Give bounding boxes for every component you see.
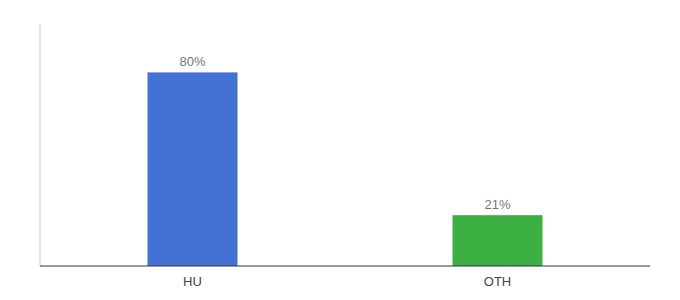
bar xyxy=(148,72,238,266)
chart-container: HU OTH 80% 21% xyxy=(0,0,680,300)
bar xyxy=(453,215,543,266)
x-tick-label: HU xyxy=(183,274,202,289)
data-label: 80% xyxy=(179,54,205,69)
bars xyxy=(148,72,543,266)
chart: HU OTH 80% 21% xyxy=(0,0,680,300)
y-axis-line xyxy=(40,24,41,266)
data-label: 21% xyxy=(484,197,510,212)
x-axis-line xyxy=(40,266,650,267)
x-tick-label: OTH xyxy=(484,274,511,289)
